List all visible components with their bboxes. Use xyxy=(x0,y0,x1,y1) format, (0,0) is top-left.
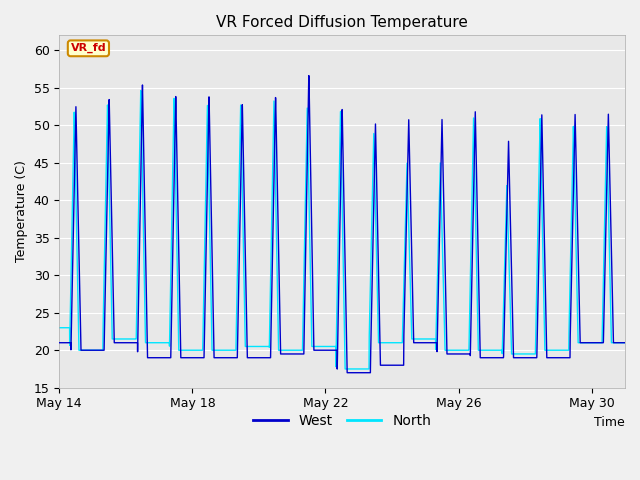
Legend: West, North: West, North xyxy=(247,408,437,433)
X-axis label: Time: Time xyxy=(595,416,625,429)
Y-axis label: Temperature (C): Temperature (C) xyxy=(15,161,28,263)
Text: VR_fd: VR_fd xyxy=(70,43,106,53)
Title: VR Forced Diffusion Temperature: VR Forced Diffusion Temperature xyxy=(216,15,468,30)
